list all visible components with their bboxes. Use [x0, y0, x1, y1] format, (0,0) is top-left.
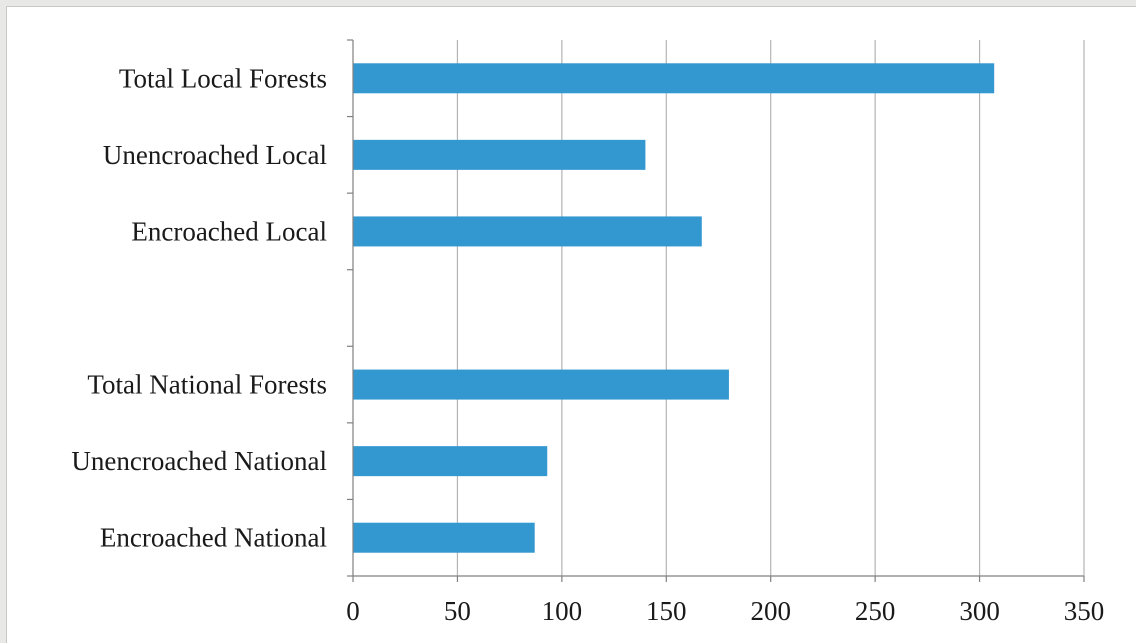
x-tick-label-350: 350: [1064, 596, 1105, 626]
axes: [352, 40, 1084, 577]
x-tick-label-250: 250: [855, 596, 896, 626]
category-label-encroached-local: Encroached Local: [131, 216, 327, 246]
gridlines: [352, 40, 1085, 582]
x-tick-label-100: 100: [542, 596, 583, 626]
x-tick-label-200: 200: [750, 596, 791, 626]
category-label-encroached-national: Encroached National: [100, 523, 327, 553]
x-tick-label-300: 300: [959, 596, 1000, 626]
chart-frame: [6, 6, 1136, 643]
bar-unencroached-local: [353, 139, 646, 170]
category-label-unencroached-national: Unencroached National: [71, 446, 327, 476]
category-label-unencroached-local: Unencroached Local: [103, 140, 327, 170]
y-axis-ticks: [347, 39, 353, 577]
category-label-total-national-forests: Total National Forests: [87, 370, 327, 400]
category-labels: Total Local Forests Unencroached Local Enc…: [71, 63, 327, 552]
bar-unencroached-national: [353, 446, 548, 477]
x-tick-label-0: 0: [346, 596, 360, 626]
bar-total-local-forests: [353, 63, 995, 94]
bar-total-national-forests: [353, 369, 729, 400]
bar-encroached-national: [353, 522, 535, 553]
x-tick-labels: 0 50 100 150 200 250 300 350: [346, 596, 1104, 626]
x-tick-label-150: 150: [646, 596, 687, 626]
bar-encroached-local: [353, 216, 702, 247]
bars: [353, 63, 995, 553]
x-tick-label-50: 50: [444, 596, 471, 626]
category-label-total-local-forests: Total Local Forests: [119, 63, 327, 93]
